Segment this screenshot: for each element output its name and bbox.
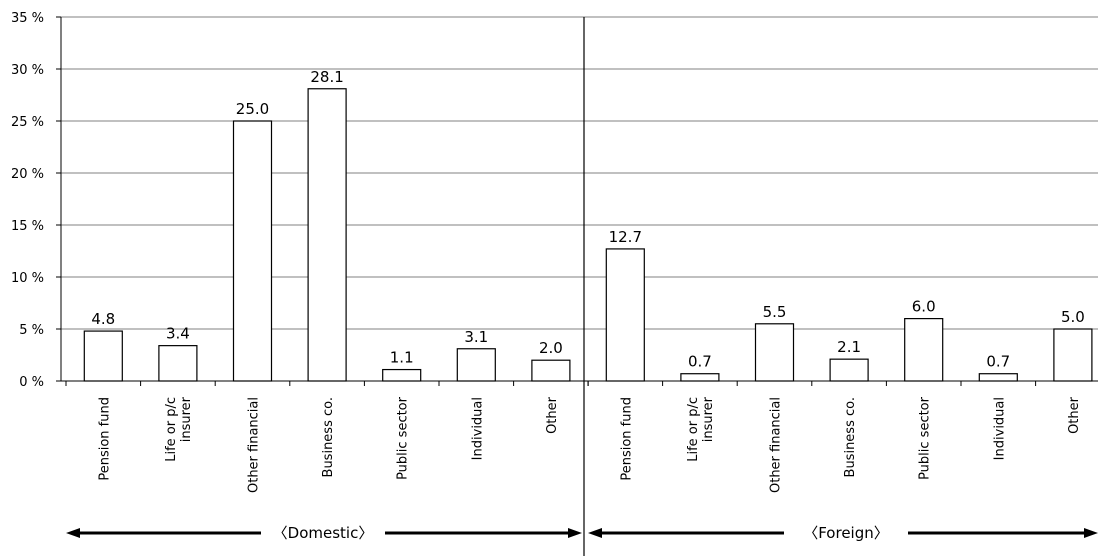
value-label: 28.1 <box>310 68 343 86</box>
bar <box>754 323 795 382</box>
arrow-head-right <box>1084 528 1098 538</box>
category-label: Other financial <box>769 397 784 493</box>
category-label: Other financial <box>247 397 262 493</box>
value-label: 6.0 <box>912 298 936 316</box>
y-tick-label: 0 % <box>19 375 44 390</box>
category-label: Business co. <box>321 397 336 477</box>
y-tick-label: 25 % <box>11 115 44 130</box>
axes <box>56 16 1098 556</box>
y-tick-label: 30 % <box>11 63 44 78</box>
value-label: 1.1 <box>390 349 414 367</box>
value-label: 5.0 <box>1061 308 1085 326</box>
value-label: 25.0 <box>236 100 269 118</box>
labels: 0 % 5 % 10 % 15 % 20 % 25 % 30 % 35 % 4.8 Pension… <box>11 11 1085 542</box>
bars <box>83 88 1093 382</box>
value-label: 2.1 <box>837 338 861 356</box>
value-label: 3.1 <box>464 328 488 346</box>
grid-lines <box>61 16 1098 330</box>
category-label: insurer <box>179 396 194 442</box>
bar <box>904 318 944 382</box>
value-label: 5.5 <box>763 303 787 321</box>
bar <box>829 358 869 382</box>
arrow-head-left <box>588 528 602 538</box>
bar <box>83 330 123 382</box>
y-tick-label: 20 % <box>11 167 44 182</box>
value-label: 0.7 <box>986 353 1010 371</box>
category-label: Individual <box>992 397 1007 460</box>
value-label: 0.7 <box>688 353 712 371</box>
bar <box>680 373 720 382</box>
category-label: Public sector <box>396 396 411 480</box>
arrow-head-left <box>66 528 80 538</box>
category-label: Pension fund <box>619 397 634 481</box>
value-label: 4.8 <box>91 310 115 328</box>
category-label: Public sector <box>918 396 933 480</box>
category-label: Other <box>1067 396 1082 434</box>
value-label: 2.0 <box>539 339 563 357</box>
y-tick-label: 10 % <box>11 271 44 286</box>
group-label: 〈Foreign〉 <box>803 524 889 542</box>
category-label: Business co. <box>843 397 858 477</box>
category-label: Life or p/c <box>686 397 701 462</box>
bar <box>531 359 571 382</box>
arrow-head-right <box>568 528 582 538</box>
bar <box>1053 328 1093 382</box>
group-label: 〈Domestic〉 <box>273 524 374 542</box>
y-tick-label: 35 % <box>11 11 44 26</box>
category-label: Individual <box>470 397 485 460</box>
bar <box>158 345 198 382</box>
bar <box>456 348 496 382</box>
category-label: insurer <box>701 396 716 442</box>
bar <box>978 373 1018 382</box>
y-tick-label: 15 % <box>11 219 44 234</box>
value-label: 12.7 <box>609 228 642 246</box>
category-label: Other <box>545 396 560 434</box>
bar <box>605 248 645 382</box>
bar <box>382 368 422 382</box>
bar <box>307 88 347 382</box>
category-label: Pension fund <box>97 397 112 481</box>
value-label: 3.4 <box>166 325 190 343</box>
category-label: Life or p/c <box>164 397 179 462</box>
y-tick-label: 5 % <box>19 323 44 338</box>
bar <box>232 120 273 382</box>
